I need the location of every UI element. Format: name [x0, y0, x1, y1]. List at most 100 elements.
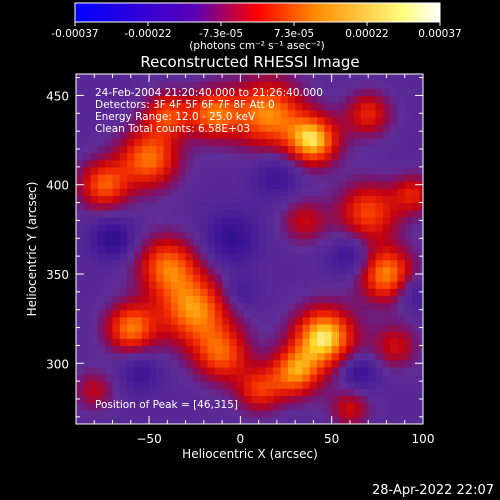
heatmap-cell	[258, 252, 267, 261]
heatmap-cell	[295, 174, 304, 182]
heatmap-cell	[178, 88, 187, 97]
heatmap-cell	[368, 409, 377, 418]
heatmap-cell	[192, 209, 201, 218]
colorbar-tick-label: -0.00022	[124, 28, 171, 40]
heatmap-cell	[156, 302, 165, 311]
heatmap-cell	[97, 195, 106, 204]
heatmap-cell	[412, 145, 420, 154]
heatmap-cell	[258, 324, 267, 332]
heatmap-cell	[156, 188, 165, 197]
heatmap-cell	[214, 138, 223, 147]
heatmap-cell	[149, 95, 157, 104]
heatmap-cell	[97, 95, 106, 104]
heatmap-cell	[404, 245, 413, 254]
heatmap-cell	[192, 252, 201, 261]
heatmap-cell	[397, 238, 406, 247]
heatmap-cell	[251, 195, 260, 204]
heatmap-cell	[295, 88, 304, 97]
heatmap-cell	[185, 252, 194, 261]
heatmap-cell	[170, 88, 179, 97]
heatmap-cell	[346, 252, 355, 261]
heatmap-cell	[200, 402, 209, 411]
heatmap-cell	[324, 195, 333, 204]
heatmap-cell	[76, 131, 84, 139]
heatmap-cell	[163, 366, 172, 375]
heatmap-cell	[141, 224, 150, 232]
heatmap-cell	[244, 288, 252, 297]
heatmap-cell	[419, 345, 423, 354]
heatmap-cell	[251, 259, 260, 268]
heatmap-cell	[390, 295, 399, 304]
heatmap-cell	[251, 366, 260, 375]
heatmap-cell	[419, 202, 423, 211]
heatmap-cell	[229, 238, 238, 247]
heatmap-cell	[76, 102, 84, 111]
heatmap-cell	[360, 131, 369, 139]
heatmap-cell	[127, 281, 136, 289]
heatmap-cell	[156, 202, 165, 211]
heatmap-cell	[331, 309, 340, 318]
heatmap-cell	[185, 88, 194, 97]
heatmap-cell	[156, 381, 165, 389]
heatmap-cell	[382, 202, 391, 211]
heatmap-cell	[346, 131, 355, 139]
heatmap-cell	[222, 338, 231, 347]
heatmap-cell	[156, 281, 165, 289]
heatmap-cell	[178, 281, 187, 289]
heatmap-cell	[163, 131, 172, 139]
heatmap-cell	[280, 381, 289, 389]
heatmap-cell	[163, 324, 172, 332]
heatmap-cell	[134, 316, 143, 325]
heatmap-cell	[258, 359, 267, 368]
heatmap-cell	[163, 181, 172, 189]
heatmap-cell	[207, 395, 216, 404]
heatmap-cell	[265, 274, 274, 282]
heatmap-cell	[192, 409, 201, 418]
heatmap-cell	[338, 81, 347, 89]
heatmap-cell	[412, 131, 420, 139]
heatmap-cell	[375, 88, 384, 97]
heatmap-cell	[97, 402, 106, 411]
heatmap-cell	[346, 81, 355, 89]
heatmap-cell	[375, 352, 384, 361]
heatmap-cell	[236, 138, 245, 147]
heatmap-cell	[127, 166, 136, 175]
heatmap-cell	[295, 316, 304, 325]
heatmap-cell	[258, 238, 267, 247]
heatmap-cell	[302, 416, 311, 424]
heatmap-cell	[178, 324, 187, 332]
heatmap-cell	[163, 166, 172, 175]
heatmap-cell	[236, 259, 245, 268]
heatmap-cell	[192, 388, 201, 397]
heatmap-cell	[97, 159, 106, 168]
heatmap-cell	[178, 316, 187, 325]
heatmap-cell	[105, 288, 114, 297]
heatmap-cell	[375, 131, 384, 139]
heatmap-cell	[236, 266, 245, 275]
heatmap-cell	[229, 95, 238, 104]
heatmap-cell	[265, 174, 274, 182]
heatmap-cell	[302, 209, 311, 218]
heatmap-cell	[156, 209, 165, 218]
heatmap-cell	[141, 374, 150, 382]
heatmap-cell	[397, 338, 406, 347]
heatmap-cell	[119, 116, 128, 125]
heatmap-cell	[119, 288, 128, 297]
heatmap-cell	[163, 216, 172, 225]
heatmap-cell	[185, 366, 194, 375]
heatmap-cell	[397, 416, 406, 424]
heatmap-cell	[222, 74, 231, 82]
heatmap-cell	[390, 366, 399, 375]
heatmap-cell	[419, 209, 423, 218]
heatmap-cell	[214, 159, 223, 168]
heatmap-cell	[382, 274, 391, 282]
heatmap-cell	[390, 174, 399, 182]
heatmap-cell	[149, 74, 157, 82]
heatmap-cell	[214, 124, 223, 132]
heatmap-cell	[258, 174, 267, 182]
heatmap-cell	[97, 131, 106, 139]
heatmap-cell	[229, 252, 238, 261]
heatmap-cell	[324, 116, 333, 125]
heatmap-cell	[112, 366, 121, 375]
heatmap-cell	[258, 295, 267, 304]
